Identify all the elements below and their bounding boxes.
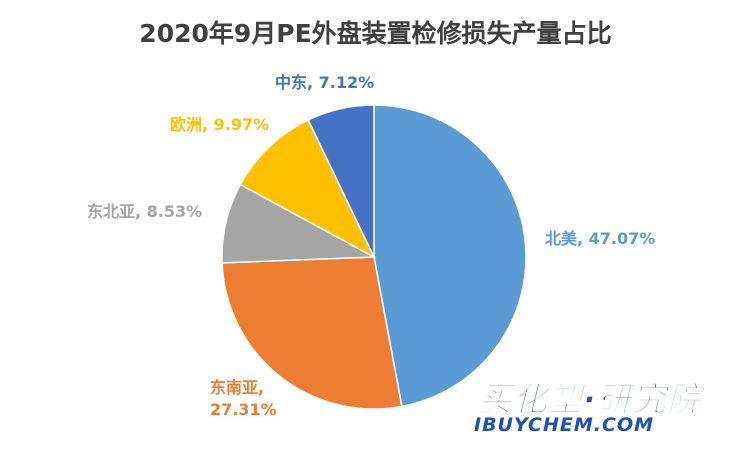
watermark-en-text: IBUYCHEM.COM <box>474 414 655 436</box>
slice-north-america <box>373 104 527 408</box>
watermark-cn-text: 买化塑·研究院 <box>478 380 702 421</box>
label-europe: 欧洲, 9.97% <box>170 115 270 134</box>
slice-southeast-asia <box>221 256 403 410</box>
label-southeast-asia-name: 东南亚, <box>210 378 265 397</box>
chart-title: 2020年9月PE外盘装置检修损失产量占比 <box>139 19 612 48</box>
label-middle-east: 中东, 7.12% <box>275 73 375 92</box>
watermark-logo: 买化塑·研究院 IBUYCHEM.COM <box>468 372 738 442</box>
label-southeast-asia: 东南亚, 27.31% <box>210 377 277 421</box>
label-north-america: 北美, 47.07% <box>545 229 656 248</box>
label-northeast-asia: 东北亚, 8.53% <box>87 202 203 221</box>
slice-europe <box>239 118 376 259</box>
label-southeast-asia-value: 27.31% <box>210 400 277 419</box>
slice-middle-east <box>307 104 375 258</box>
